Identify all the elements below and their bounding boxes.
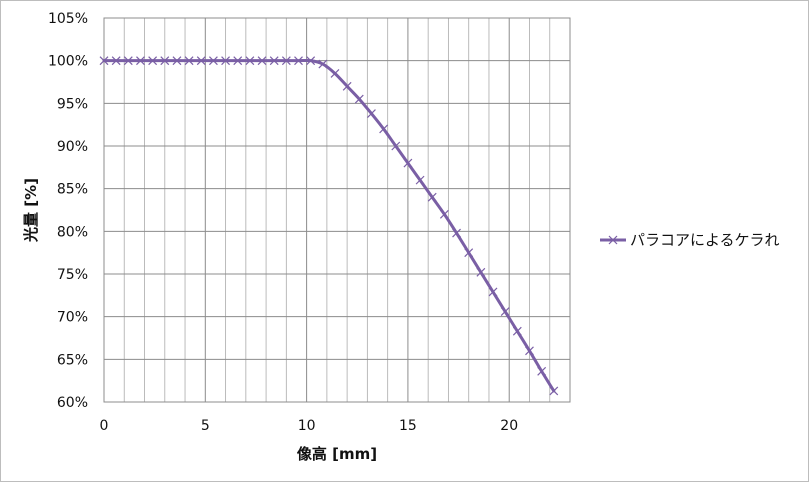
data-point-marker xyxy=(415,175,425,185)
data-point-marker xyxy=(549,386,559,396)
data-point-marker xyxy=(221,56,230,66)
data-point-marker xyxy=(233,56,243,66)
tick-layer: 60% 65% 70% 75% 80% 85% 90% 95% 100% 105% 0 5 10 15 20 xyxy=(48,11,518,434)
data-point-marker xyxy=(379,124,389,134)
data-point-marker xyxy=(123,56,133,66)
x-tick-label: 5 xyxy=(201,418,210,434)
data-point-marker xyxy=(439,209,449,219)
y-tick-label: 60% xyxy=(57,395,88,411)
data-point-marker xyxy=(476,267,486,277)
data-point-marker xyxy=(354,94,364,104)
data-point-marker xyxy=(464,248,474,258)
data-point-marker xyxy=(269,56,279,66)
data-point-marker xyxy=(148,56,158,66)
data-point-marker xyxy=(281,56,291,66)
y-tick-label: 65% xyxy=(57,352,88,368)
data-point-marker xyxy=(488,287,498,297)
data-point-marker xyxy=(245,56,255,66)
plot-background xyxy=(104,18,570,402)
y-axis-title: 光量 [%] xyxy=(22,178,40,243)
data-point-marker xyxy=(294,56,303,66)
y-tick-label: 75% xyxy=(57,267,88,283)
y-tick-label: 95% xyxy=(57,96,88,112)
y-tick-label: 70% xyxy=(57,310,88,326)
data-point-marker xyxy=(136,56,145,66)
y-tick-label: 105% xyxy=(48,11,88,27)
x-tick-label: 15 xyxy=(399,418,417,434)
data-point-marker xyxy=(172,56,182,66)
y-tick-label: 85% xyxy=(57,182,88,198)
y-tick-label: 100% xyxy=(48,54,88,70)
data-point-marker xyxy=(111,56,121,66)
data-point-marker xyxy=(257,56,267,66)
x-tick-label: 10 xyxy=(298,418,316,434)
data-point-marker xyxy=(403,158,413,168)
x-tick-label: 20 xyxy=(500,418,518,434)
plot-border xyxy=(103,17,571,403)
grid-layer xyxy=(103,17,571,403)
data-point-marker xyxy=(318,59,328,69)
data-point-marker xyxy=(537,366,547,376)
data-point-marker xyxy=(452,228,461,238)
data-point-marker xyxy=(427,192,437,202)
data-point-marker xyxy=(184,56,194,66)
x-axis-title: 像高 [mm] xyxy=(297,445,377,463)
data-point-marker xyxy=(500,307,510,316)
data-point-marker xyxy=(512,326,522,336)
series-layer xyxy=(99,56,559,396)
legend: パラコアによるケラれ xyxy=(600,231,780,249)
data-point-marker xyxy=(208,56,218,66)
data-point-marker xyxy=(342,81,352,91)
legend-marker xyxy=(608,235,618,245)
data-point-marker xyxy=(367,109,376,118)
x-tick-label: 0 xyxy=(100,418,109,434)
data-point-marker xyxy=(196,56,206,66)
data-point-marker xyxy=(525,346,534,356)
data-point-marker xyxy=(160,56,170,66)
data-point-marker xyxy=(391,141,401,151)
y-tick-label: 90% xyxy=(57,139,88,155)
data-point-marker xyxy=(306,56,316,66)
data-point-marker xyxy=(99,56,109,66)
legend-label: パラコアによるケラれ xyxy=(630,231,780,249)
y-tick-label: 80% xyxy=(57,224,88,240)
data-point-marker xyxy=(330,69,340,78)
